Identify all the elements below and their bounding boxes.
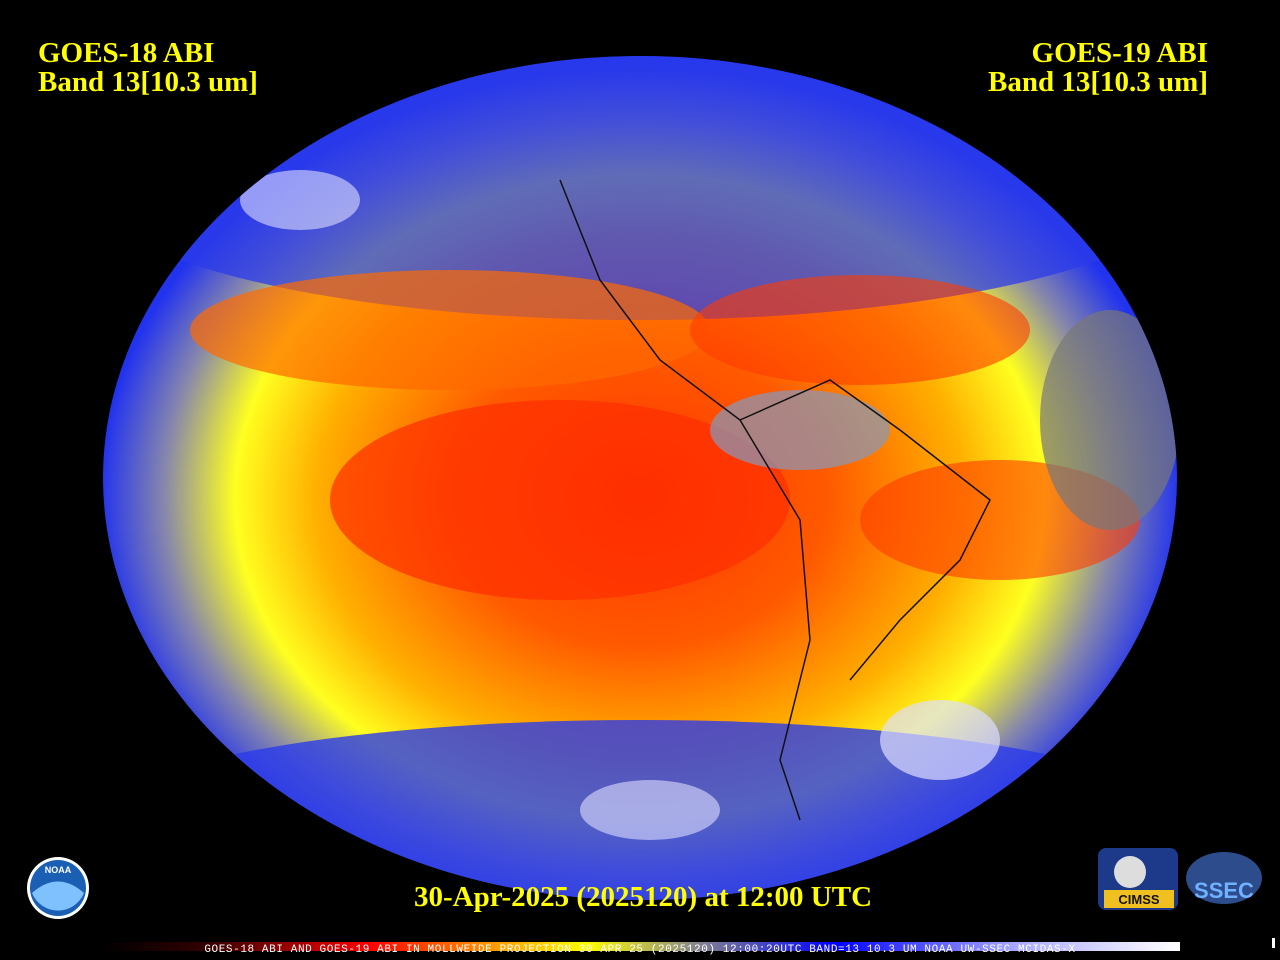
globe-image <box>103 56 1177 900</box>
left-band: Band 13[10.3 um] <box>38 66 258 98</box>
left-satellite: GOES-18 ABI <box>38 37 214 69</box>
right-band: Band 13[10.3 um] <box>988 66 1208 98</box>
cimss-text: CIMSS <box>1118 892 1160 907</box>
ssec-text: SSEC <box>1194 878 1254 903</box>
color-bar <box>100 942 1180 951</box>
noaa-text: NOAA <box>45 865 72 875</box>
timestamp: 30-Apr-2025 (2025120) at 12:00 UTC <box>414 881 872 913</box>
cimss-logo: CIMSS <box>1098 848 1178 910</box>
right-satellite: GOES-19 ABI <box>1032 37 1208 69</box>
ssec-logo: SSEC <box>1186 852 1262 904</box>
noaa-logo: NOAA <box>27 857 89 919</box>
footer-caption: GOES-18 ABI AND GOES-19 ABI IN MOLLWEIDE… <box>204 944 1075 956</box>
corner-marker <box>1272 938 1275 948</box>
